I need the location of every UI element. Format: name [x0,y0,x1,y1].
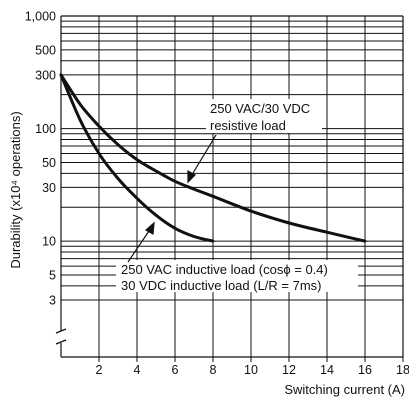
x-axis-title: Switching current (A) [284,382,405,397]
grid-lines [61,16,403,357]
resistive-arrowhead [188,171,195,182]
inductive-label-line1: 250 VAC inductive load (cosϕ = 0.4) [121,262,328,277]
y-tick-label: 50 [42,156,56,170]
x-tick-label: 6 [172,363,179,377]
tick-labels: 2 4 6 8 10 12 14 16 18 1,000 500 300 100 50 30 10 5 3 [25,10,409,378]
leader-arrows [128,135,216,262]
y-tick-label: 500 [35,43,56,57]
inductive-arrowhead [146,223,154,234]
y-tick-label: 1,000 [25,10,56,24]
x-tick-label: 14 [320,363,334,377]
x-tick-label: 18 [396,363,409,377]
resistive-label-line1: 250 VAC/30 VDC [210,101,310,116]
plot-frame [56,16,403,362]
y-tick-label: 100 [35,122,56,136]
y-tick-label: 300 [35,68,56,82]
inductive-leader-line [128,228,151,262]
y-tick-label: 5 [49,269,56,283]
x-tick-label: 4 [134,363,141,377]
x-tick-label: 10 [244,363,258,377]
resistive-leader-line [190,135,216,178]
resistive-label-line2: resistive load [210,118,286,133]
x-tick-label: 16 [358,363,372,377]
y-tick-label: 30 [42,181,56,195]
y-tick-label: 3 [49,294,56,308]
x-tick-label: 12 [282,363,296,377]
x-tick-label: 8 [210,363,217,377]
y-tick-label: 10 [42,235,56,249]
y-axis-title: Durability (x10⁴ operations) [8,111,23,268]
inductive-label-line2: 30 VDC inductive load (L/R = 7ms) [121,278,322,293]
x-tick-label: 2 [96,363,103,377]
